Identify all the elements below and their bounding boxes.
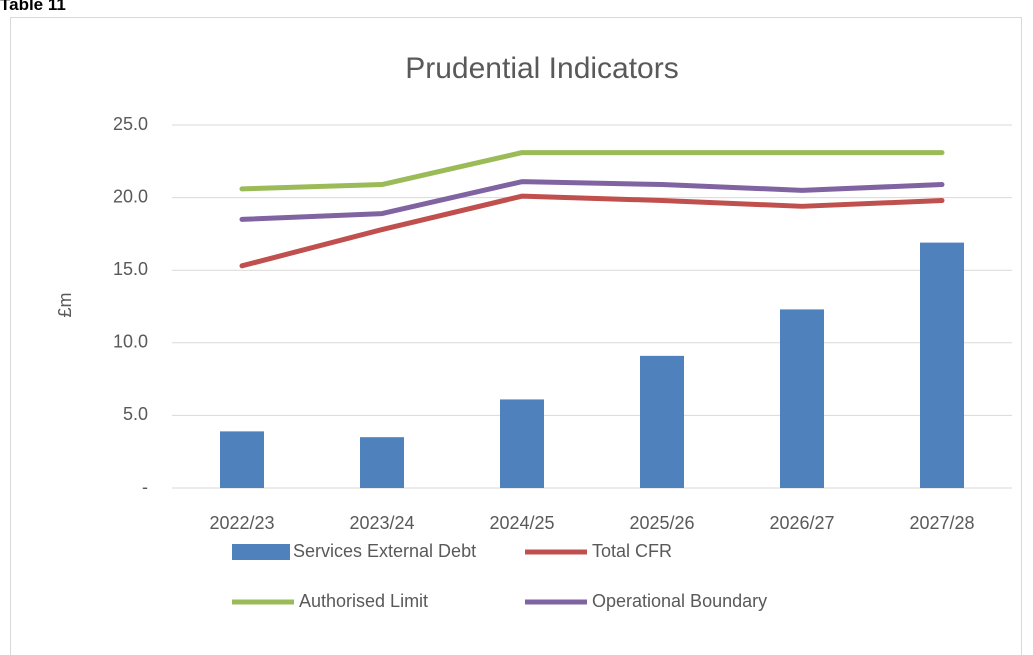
x-tick-label: 2027/28 bbox=[909, 513, 974, 533]
y-tick-label: 20.0 bbox=[113, 186, 148, 206]
bar bbox=[920, 242, 964, 488]
y-tick-label: - bbox=[142, 477, 148, 497]
legend-swatch bbox=[232, 544, 290, 560]
y-axis-label: £m bbox=[55, 292, 75, 317]
y-tick-label: 15.0 bbox=[113, 259, 148, 279]
line bbox=[239, 193, 945, 269]
bar bbox=[500, 399, 544, 488]
legend-label: Services External Debt bbox=[293, 541, 476, 561]
y-tick-label: 25.0 bbox=[113, 114, 148, 134]
bar bbox=[780, 309, 824, 488]
x-tick-label: 2026/27 bbox=[769, 513, 834, 533]
x-tick-label: 2024/25 bbox=[489, 513, 554, 533]
header: Table 11 bbox=[0, 0, 66, 14]
chart-title: Prudential Indicators bbox=[405, 52, 679, 85]
line bbox=[239, 150, 945, 192]
chart-border bbox=[10, 17, 1022, 655]
bar bbox=[640, 355, 684, 488]
legend-label: Operational Boundary bbox=[592, 591, 767, 611]
x-tick-label: 2022/23 bbox=[209, 513, 274, 533]
line bbox=[239, 179, 945, 222]
bar bbox=[220, 431, 264, 488]
legend-label: Authorised Limit bbox=[299, 591, 428, 611]
x-tick-label: 2023/24 bbox=[349, 513, 414, 533]
y-tick-label: 5.0 bbox=[123, 404, 148, 424]
y-tick-label: 10.0 bbox=[113, 332, 148, 352]
bar bbox=[360, 437, 404, 488]
legend-label: Total CFR bbox=[592, 541, 672, 561]
x-tick-label: 2025/26 bbox=[629, 513, 694, 533]
